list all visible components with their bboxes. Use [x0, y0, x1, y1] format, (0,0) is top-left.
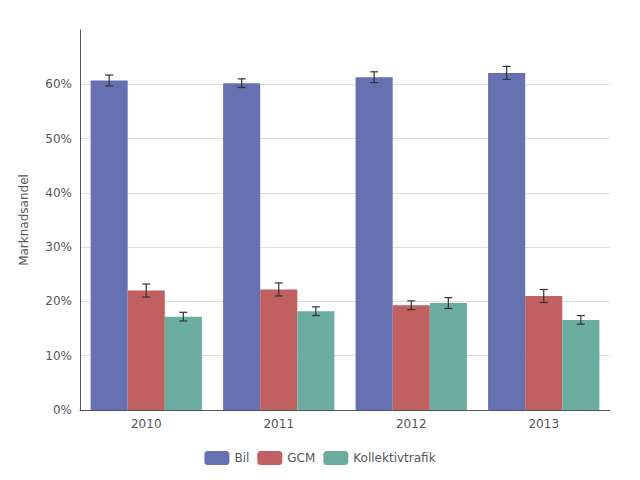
svg-text:Kollektivtrafik: Kollektivtrafik [353, 451, 435, 465]
svg-text:GCM: GCM [287, 451, 315, 465]
svg-text:10%: 10% [45, 349, 72, 363]
svg-text:50%: 50% [45, 132, 72, 146]
svg-text:2012: 2012 [396, 417, 427, 431]
svg-text:0%: 0% [53, 403, 72, 417]
svg-text:Marknadsandel: Marknadsandel [17, 174, 31, 266]
svg-text:2011: 2011 [263, 417, 294, 431]
svg-text:2013: 2013 [528, 417, 559, 431]
svg-text:30%: 30% [45, 240, 72, 254]
svg-text:40%: 40% [45, 186, 72, 200]
svg-text:Bil: Bil [234, 451, 249, 465]
svg-text:2010: 2010 [131, 417, 162, 431]
svg-text:60%: 60% [45, 77, 72, 91]
svg-text:20%: 20% [45, 294, 72, 308]
